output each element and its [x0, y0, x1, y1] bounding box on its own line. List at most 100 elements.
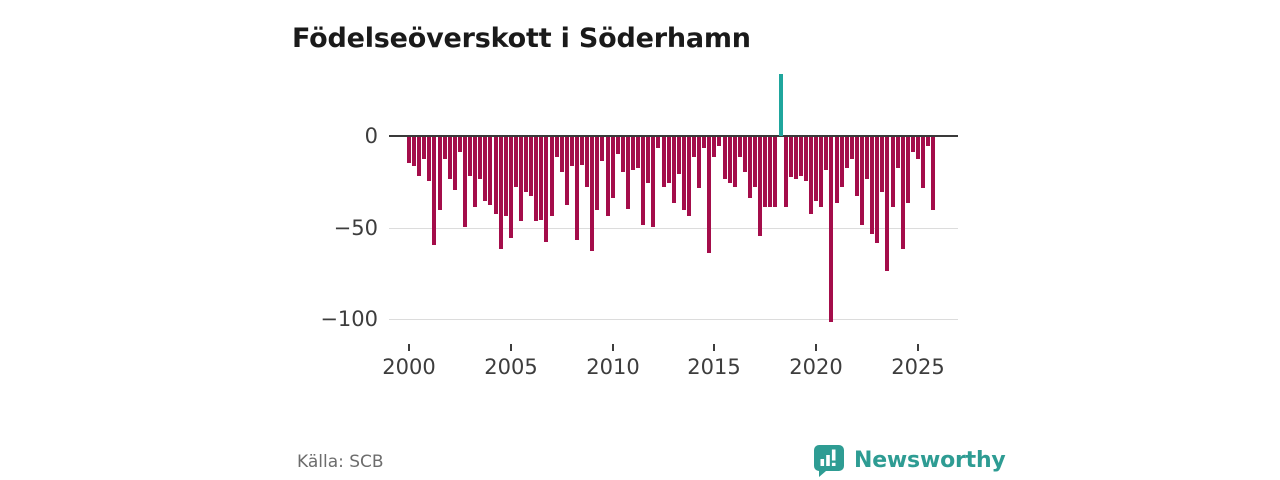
- bar-negative: [473, 137, 477, 207]
- bar-negative: [570, 137, 574, 166]
- bar-negative: [677, 137, 681, 174]
- zero-axis-line: [389, 135, 958, 137]
- bar-negative: [850, 137, 854, 159]
- bar-negative: [880, 137, 884, 192]
- bar-negative: [524, 137, 528, 192]
- bar-negative: [687, 137, 691, 216]
- bar-negative: [478, 137, 482, 179]
- bar-negative: [499, 137, 503, 249]
- chart-title: Födelseöverskott i Söderhamn: [292, 23, 751, 55]
- bar-negative: [809, 137, 813, 214]
- bar-negative: [417, 137, 421, 176]
- bar-negative: [763, 137, 767, 207]
- bar-negative: [463, 137, 467, 227]
- source-note: Källa: SCB: [297, 452, 384, 472]
- bar-negative: [885, 137, 889, 271]
- x-axis-label: 2025: [891, 355, 945, 379]
- bar-negative: [504, 137, 508, 216]
- bar-negative: [662, 137, 666, 187]
- bar-negative: [432, 137, 436, 245]
- bar-negative: [717, 137, 721, 146]
- bar-negative: [865, 137, 869, 179]
- bar-negative: [595, 137, 599, 210]
- bar-negative: [748, 137, 752, 198]
- bar-negative: [784, 137, 788, 207]
- bar-negative: [488, 137, 492, 205]
- gridline--50: [389, 228, 958, 229]
- bar-negative: [768, 137, 772, 207]
- bar-negative: [773, 137, 777, 207]
- x-axis-tick: [510, 344, 512, 351]
- bar-negative: [422, 137, 426, 159]
- bar-negative: [906, 137, 910, 203]
- newsworthy-logo: Newsworthy: [812, 442, 1006, 478]
- gridline--100: [389, 319, 958, 320]
- y-axis-label: −100: [320, 307, 378, 331]
- bar-negative: [814, 137, 818, 201]
- bar-negative: [789, 137, 793, 177]
- bar-negative: [692, 137, 696, 157]
- y-axis-label: 0: [364, 124, 378, 148]
- bar-negative: [438, 137, 442, 210]
- bar-negative: [519, 137, 523, 221]
- bar-negative: [840, 137, 844, 187]
- bar-negative: [611, 137, 615, 198]
- x-axis-label: 2005: [484, 355, 538, 379]
- bar-negative: [458, 137, 462, 152]
- bar-negative: [855, 137, 859, 196]
- bar-negative: [891, 137, 895, 207]
- bar-negative: [860, 137, 864, 225]
- bar-negative: [758, 137, 762, 236]
- bar-negative: [845, 137, 849, 168]
- newsworthy-wordmark: Newsworthy: [854, 447, 1006, 473]
- bar-negative: [590, 137, 594, 251]
- bar-negative: [600, 137, 604, 161]
- bar-negative: [753, 137, 757, 187]
- bar-negative: [794, 137, 798, 179]
- bar-negative: [412, 137, 416, 166]
- bar-negative: [921, 137, 925, 188]
- bar-negative: [555, 137, 559, 157]
- bar-negative: [427, 137, 431, 181]
- bar-negative: [743, 137, 747, 172]
- bar-negative: [514, 137, 518, 187]
- bar-negative: [799, 137, 803, 176]
- bar-positive: [779, 74, 783, 136]
- bar-negative: [901, 137, 905, 249]
- bar-negative: [656, 137, 660, 148]
- bar-negative: [870, 137, 874, 234]
- x-axis-label: 2010: [586, 355, 640, 379]
- newsworthy-bubble-chart-icon: [814, 445, 844, 477]
- bar-negative: [824, 137, 828, 170]
- bar-negative: [453, 137, 457, 190]
- bar-negative: [672, 137, 676, 203]
- bar-negative: [896, 137, 900, 168]
- bar-negative: [911, 137, 915, 152]
- bar-negative: [494, 137, 498, 214]
- x-axis-label: 2015: [687, 355, 741, 379]
- x-axis-tick: [917, 344, 919, 351]
- bar-negative: [631, 137, 635, 170]
- bar-negative: [621, 137, 625, 172]
- bar-negative: [682, 137, 686, 210]
- bar-negative: [931, 137, 935, 210]
- bar-negative: [829, 137, 833, 322]
- bar-negative: [448, 137, 452, 179]
- bar-negative: [926, 137, 930, 146]
- bar-negative: [697, 137, 701, 188]
- y-axis-label: −50: [333, 216, 378, 240]
- bar-negative: [723, 137, 727, 179]
- bar-negative: [626, 137, 630, 209]
- bar-negative: [733, 137, 737, 187]
- x-axis-label: 2000: [382, 355, 436, 379]
- bar-negative: [443, 137, 447, 159]
- bar-negative: [529, 137, 533, 196]
- bar-negative: [575, 137, 579, 240]
- bar-negative: [580, 137, 584, 165]
- x-axis-tick: [408, 344, 410, 351]
- bar-negative: [550, 137, 554, 216]
- bar-negative: [606, 137, 610, 216]
- bar-negative: [712, 137, 716, 157]
- bar-negative: [483, 137, 487, 201]
- bar-negative: [616, 137, 620, 154]
